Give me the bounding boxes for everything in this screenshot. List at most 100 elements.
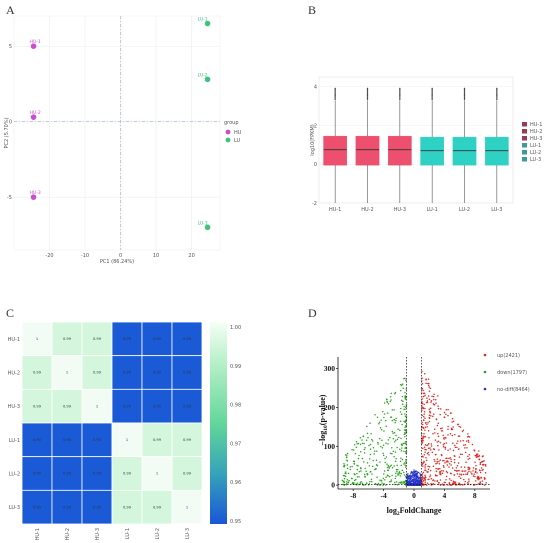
volcano-point-up xyxy=(442,465,445,467)
volcano-point-up xyxy=(463,466,466,468)
volcano-point-down xyxy=(370,480,373,483)
volcano-point-down xyxy=(398,470,401,473)
volcano-ytick-label: 100 xyxy=(324,442,336,451)
volcano-point-down xyxy=(346,481,348,483)
volcano-point-up xyxy=(475,454,477,457)
volcano-point-down xyxy=(403,377,405,380)
volcano-point-up xyxy=(458,435,461,437)
volcano-point-down xyxy=(405,475,407,477)
heatmap-cell-value: 0.95 xyxy=(123,404,131,408)
volcano-point-up xyxy=(464,451,467,454)
volcano-point-up xyxy=(458,475,460,478)
volcano-point-down xyxy=(395,419,397,422)
volcano-point-down xyxy=(361,457,364,460)
heatmap-cell xyxy=(21,489,53,525)
heatmap-cell-value: 0.95 xyxy=(33,472,41,476)
volcano-point-down xyxy=(369,453,372,456)
volcano-point-down xyxy=(389,416,392,418)
volcano-point-nodiff xyxy=(408,484,410,486)
volcano-point-up xyxy=(480,476,482,479)
volcano-point-up xyxy=(452,442,454,444)
volcano-point-down xyxy=(397,468,399,471)
volcano-point-up xyxy=(420,463,423,466)
volcano-point-down xyxy=(371,465,374,468)
volcano-point-down xyxy=(402,481,404,483)
volcano-point-nodiff xyxy=(410,471,413,473)
volcano-point-down xyxy=(399,475,402,477)
volcano-legend-label: down(1797) xyxy=(497,370,527,376)
volcano-point-up xyxy=(428,420,431,423)
volcano-point-up xyxy=(428,478,430,481)
volcano-point-up xyxy=(470,471,472,473)
volcano-point-nodiff xyxy=(413,473,416,476)
volcano-point-up xyxy=(436,460,438,463)
volcano-xtick-label: 4 xyxy=(443,491,447,500)
volcano-point-down xyxy=(380,419,382,421)
volcano-point-down xyxy=(372,459,374,462)
volcano-point-up xyxy=(441,483,444,485)
volcano-legend: up(2421) down(1797) no-diff(8464) xyxy=(483,353,530,393)
volcano-point-nodiff xyxy=(410,478,412,481)
heatmap-cell-value: 0.95 xyxy=(183,337,191,341)
boxplot-outlier xyxy=(334,96,336,98)
volcano-point-up xyxy=(466,446,468,449)
pca-legend-hu-marker xyxy=(225,129,231,135)
heatmap-cell-value: 0.95 xyxy=(33,505,41,509)
volcano-point-up xyxy=(436,458,439,460)
volcano-point-down xyxy=(395,434,397,437)
boxplot-outlier xyxy=(366,97,369,99)
volcano-point-down xyxy=(370,433,372,435)
volcano-point-up xyxy=(464,447,466,449)
volcano-point-down xyxy=(369,448,372,450)
volcano-point-up xyxy=(420,433,423,435)
volcano-point-up xyxy=(475,467,477,470)
volcano-point-up xyxy=(426,400,429,402)
boxplot-legend-label: LU-1 xyxy=(530,143,541,149)
heatmap-cell xyxy=(81,355,113,390)
volcano-point-up xyxy=(435,402,437,404)
volcano-point-up xyxy=(421,421,423,424)
volcano-point-up xyxy=(424,444,427,446)
volcano-point-down xyxy=(358,483,360,486)
volcano-point-up xyxy=(421,447,424,450)
volcano-point-down xyxy=(360,467,362,470)
volcano-point-up xyxy=(426,444,428,447)
volcano-point-down xyxy=(372,447,375,449)
volcano-point-up xyxy=(480,467,483,469)
heatmap-cell-value: 0.95 xyxy=(153,337,161,341)
volcano-point-up xyxy=(468,453,471,456)
volcano-point-down xyxy=(389,452,392,455)
volcano-point-up xyxy=(421,382,424,385)
boxplot-legend-swatch xyxy=(522,150,527,155)
volcano-point-nodiff xyxy=(413,471,416,474)
volcano-point-down xyxy=(390,392,393,395)
volcano-point-down xyxy=(374,482,377,485)
volcano-point-up xyxy=(449,432,452,435)
boxplot-panel-bg xyxy=(318,76,514,204)
volcano-point-up xyxy=(440,408,442,410)
heatmap-cell xyxy=(171,489,203,525)
volcano-point-down xyxy=(343,466,346,468)
volcano-point-down xyxy=(404,391,406,394)
volcano-point-down xyxy=(391,474,393,477)
heatmap-cell-value: 0.99 xyxy=(33,371,42,375)
volcano-point-down xyxy=(379,461,381,463)
volcano-point-down xyxy=(382,454,385,457)
boxplot-tick-labels: -2 0 2 4 HU-1 HU-2 HU-3 LU-1 LU-2 LU-3 xyxy=(312,85,502,213)
volcano-point-down xyxy=(366,462,369,464)
volcano-point-up xyxy=(482,468,484,471)
pca-ytick-label: 5 xyxy=(9,44,12,50)
volcano-point-up xyxy=(455,469,457,472)
boxplot-outlier xyxy=(463,92,466,94)
boxplot-outlier xyxy=(366,93,369,96)
volcano-point-up xyxy=(443,442,445,445)
volcano-point-up xyxy=(450,460,453,463)
volcano-point-down xyxy=(403,420,405,422)
volcano-point-up xyxy=(478,477,480,480)
volcano-point-down xyxy=(369,480,371,483)
boxplot-outlier xyxy=(431,92,433,94)
heatmap-cell-value: 0.95 xyxy=(123,371,131,375)
volcano-point-up xyxy=(451,434,454,437)
volcano-point-nodiff xyxy=(414,478,416,481)
volcano-point-down xyxy=(393,455,395,458)
